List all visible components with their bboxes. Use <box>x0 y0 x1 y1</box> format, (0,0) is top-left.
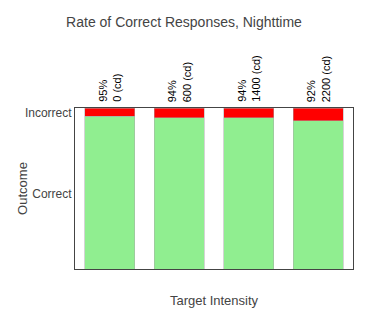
svg-text:Correct: Correct <box>32 187 72 201</box>
svg-text:Rate of Correct Responses, Nig: Rate of Correct Responses, Nighttime <box>66 14 302 30</box>
svg-text:Outcome: Outcome <box>15 162 30 215</box>
svg-text:95%0 (cd): 95%0 (cd) <box>97 74 123 102</box>
svg-text:92%2200 (cd): 92%2200 (cd) <box>305 56 331 102</box>
svg-text:94%600 (cd): 94%600 (cd) <box>166 62 192 102</box>
svg-text:Incorrect: Incorrect <box>25 106 72 120</box>
svg-text:Target Intensity: Target Intensity <box>170 293 259 308</box>
svg-text:94%1400 (cd): 94%1400 (cd) <box>236 55 262 101</box>
